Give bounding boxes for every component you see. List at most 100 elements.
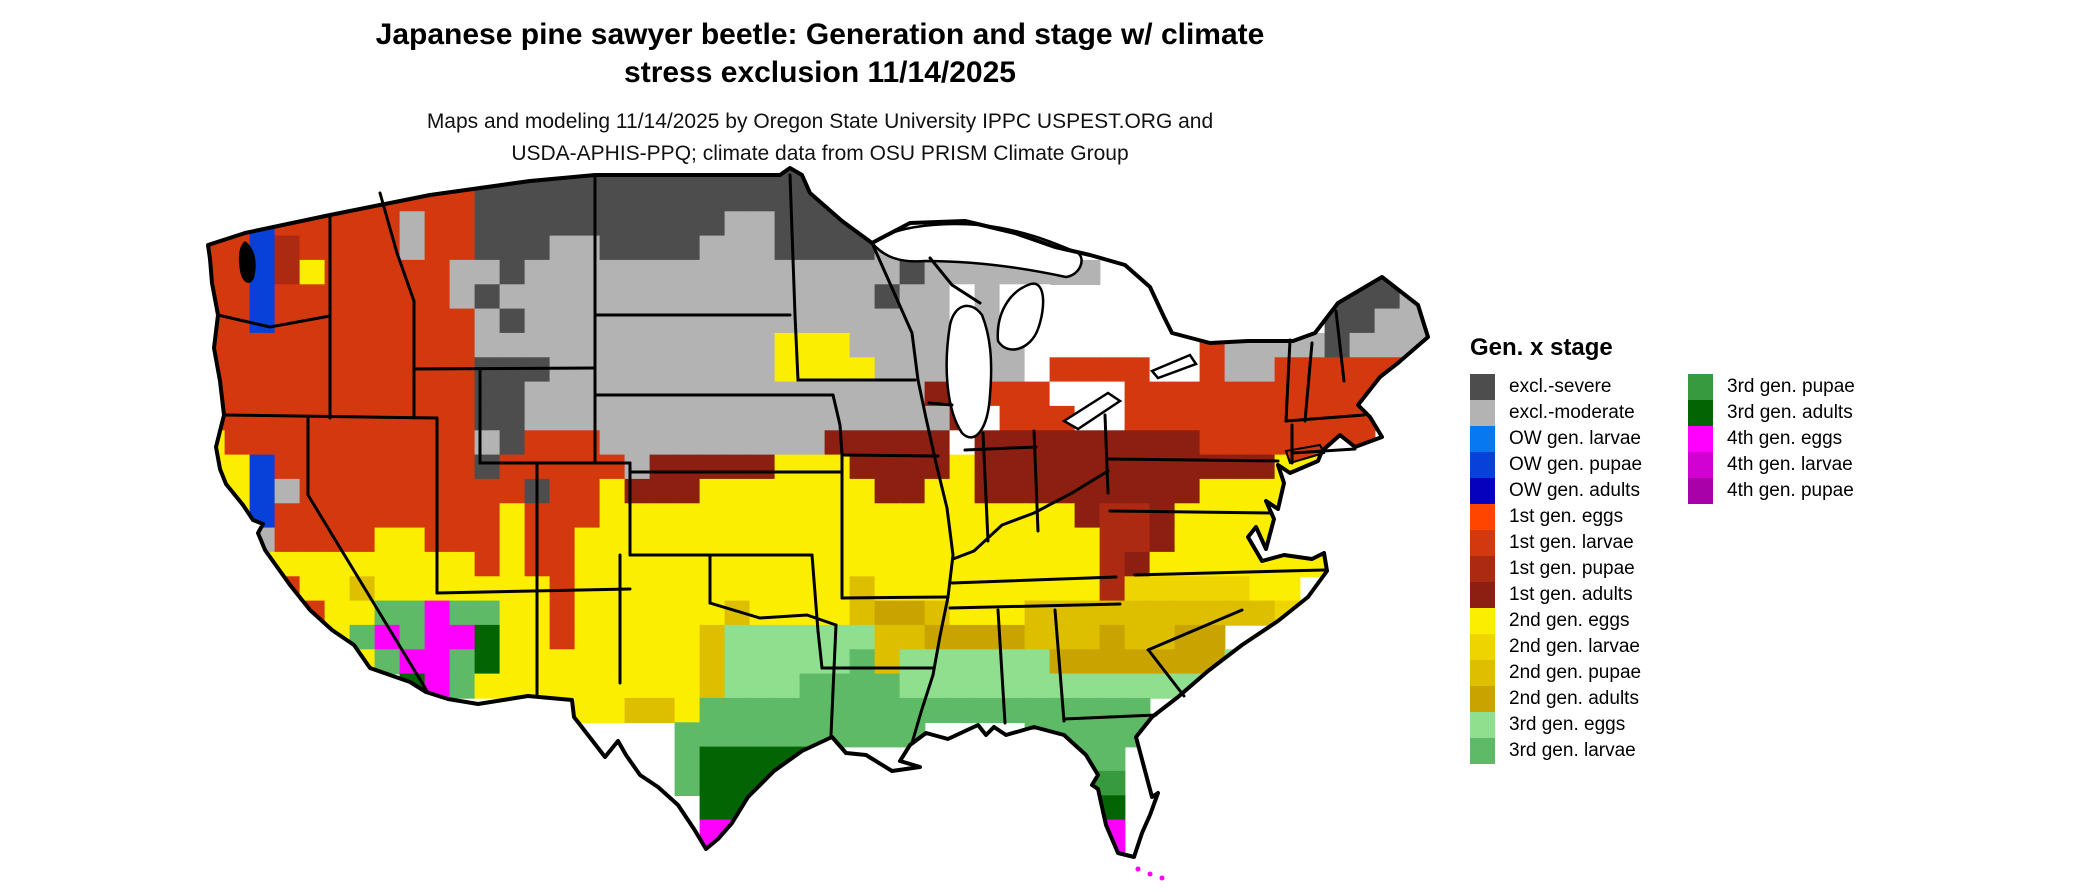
legend-swatch <box>1688 452 1713 478</box>
legend-label: OW gen. adults <box>1509 480 1640 501</box>
legend-item: 1st gen. pupae <box>1470 556 1642 582</box>
legend-label: excl.-severe <box>1509 376 1612 397</box>
legend-label: 3rd gen. adults <box>1727 402 1853 423</box>
subtitle-line-2: USDA-APHIS-PPQ; climate data from OSU PR… <box>511 142 1129 165</box>
legend-item: 3rd gen. pupae <box>1688 374 1855 400</box>
state-border-line <box>435 587 632 595</box>
state-border-line <box>1106 457 1280 463</box>
legend-item: 1st gen. larvae <box>1470 530 1642 556</box>
legend-label: 3rd gen. pupae <box>1727 376 1855 397</box>
legend-swatch <box>1470 738 1495 764</box>
figure-title: Japanese pine sawyer beetle: Generation … <box>120 16 1520 92</box>
state-border-line <box>306 416 429 693</box>
state-border-line <box>829 623 838 737</box>
legend-item: 3rd gen. adults <box>1688 400 1855 426</box>
legend-item: 4th gen. larvae <box>1688 452 1855 478</box>
state-border-line <box>1148 650 1186 698</box>
state-border-line <box>412 366 597 371</box>
legend-label: 4th gen. eggs <box>1727 428 1843 449</box>
legend-item: 1st gen. adults <box>1470 582 1642 608</box>
legend-swatch <box>1688 426 1713 452</box>
legend-label: 1st gen. larvae <box>1509 532 1634 553</box>
state-border-line <box>831 393 844 457</box>
state-border-line <box>927 401 954 407</box>
legend-swatch <box>1470 374 1495 400</box>
legend-label: excl.-moderate <box>1509 402 1635 423</box>
state-border-line <box>870 241 920 382</box>
legend-title: Gen. x stage <box>1470 334 1613 361</box>
legend-swatch <box>1470 478 1495 504</box>
state-border-line <box>1108 509 1274 515</box>
legend-item: OW gen. adults <box>1470 478 1642 504</box>
legend-label: 1st gen. pupae <box>1509 558 1635 579</box>
lake-huron-shape <box>996 282 1045 351</box>
lake-ontario-shape <box>1149 353 1198 380</box>
state-border-line <box>950 575 1118 585</box>
subtitle-line-1: Maps and modeling 11/14/2025 by Oregon S… <box>426 110 1214 133</box>
state-border-line <box>216 313 332 329</box>
legend-item: 4th gen. pupae <box>1688 478 1855 504</box>
legend-swatch <box>1688 400 1713 426</box>
legend-swatch <box>1470 400 1495 426</box>
legend-label: 4th gen. pupae <box>1727 480 1854 501</box>
legend-item: 3rd gen. eggs <box>1470 712 1642 738</box>
legend-item: excl.-severe <box>1470 374 1642 400</box>
legend-item: OW gen. pupae <box>1470 452 1642 478</box>
long-island-shape <box>1284 443 1326 465</box>
state-border-line <box>1062 713 1158 721</box>
legend-swatch <box>1470 712 1495 738</box>
legend: Gen. x stage excl.-severe excl.-moderate O… <box>1470 334 2090 764</box>
state-border-line <box>963 445 1038 452</box>
legend-label: 2nd gen. larvae <box>1509 636 1640 657</box>
state-border-line <box>1284 338 1292 423</box>
legend-column-left: excl.-severe excl.-moderate OW gen. larvae… <box>1470 374 1642 764</box>
legend-item: 1st gen. eggs <box>1470 504 1642 530</box>
state-border-line <box>948 602 1122 610</box>
legend-label: 4th gen. larvae <box>1727 454 1853 475</box>
state-border-line <box>951 469 1110 561</box>
legend-swatch <box>1688 478 1713 504</box>
state-border-line <box>1133 568 1326 577</box>
legend-label: OW gen. pupae <box>1509 454 1643 475</box>
us-outline <box>206 166 1430 859</box>
legend-swatch <box>1470 608 1495 634</box>
legend-swatch <box>1470 504 1495 530</box>
us-generation-stage-map <box>150 163 1450 892</box>
state-border-line <box>1334 309 1346 383</box>
legend-swatch <box>1688 374 1713 400</box>
puget-sound-shape <box>238 241 256 283</box>
state-border-line <box>1103 413 1110 495</box>
state-border-line <box>910 378 955 745</box>
legend-swatch <box>1470 452 1495 478</box>
legend-item: 2nd gen. larvae <box>1470 634 1642 660</box>
state-border-line <box>996 608 1007 725</box>
state-border-line <box>928 256 982 305</box>
lake-erie-shape <box>1061 391 1123 431</box>
state-border-line <box>222 413 439 420</box>
legend-label: 2nd gen. pupae <box>1509 662 1642 683</box>
legend-swatch <box>1470 530 1495 556</box>
legend-label: OW gen. larvae <box>1509 428 1641 449</box>
legend-label: 2nd gen. adults <box>1509 688 1639 709</box>
legend-swatch <box>1470 582 1495 608</box>
state-border-line <box>1303 341 1314 423</box>
state-border-line <box>840 453 940 458</box>
state-border-line <box>810 553 824 670</box>
lake-michigan-shape <box>945 304 993 439</box>
legend-swatch <box>1470 660 1495 686</box>
legend-label: 3rd gen. larvae <box>1509 740 1636 761</box>
state-border-line <box>1284 413 1366 423</box>
legend-item: 2nd gen. adults <box>1470 686 1642 712</box>
florida-keys-dots <box>1135 866 1165 881</box>
legend-label: 3rd gen. eggs <box>1509 714 1626 735</box>
legend-item: excl.-moderate <box>1470 400 1642 426</box>
legend-item: OW gen. larvae <box>1470 426 1642 452</box>
legend-swatch <box>1470 426 1495 452</box>
state-border-line <box>1053 608 1066 723</box>
legend-swatch <box>1470 556 1495 582</box>
state-border-line <box>378 191 416 371</box>
legend-item: 3rd gen. larvae <box>1470 738 1642 764</box>
title-line-2: stress exclusion 11/14/2025 <box>624 56 1016 89</box>
legend-label: 2nd gen. eggs <box>1509 610 1630 631</box>
